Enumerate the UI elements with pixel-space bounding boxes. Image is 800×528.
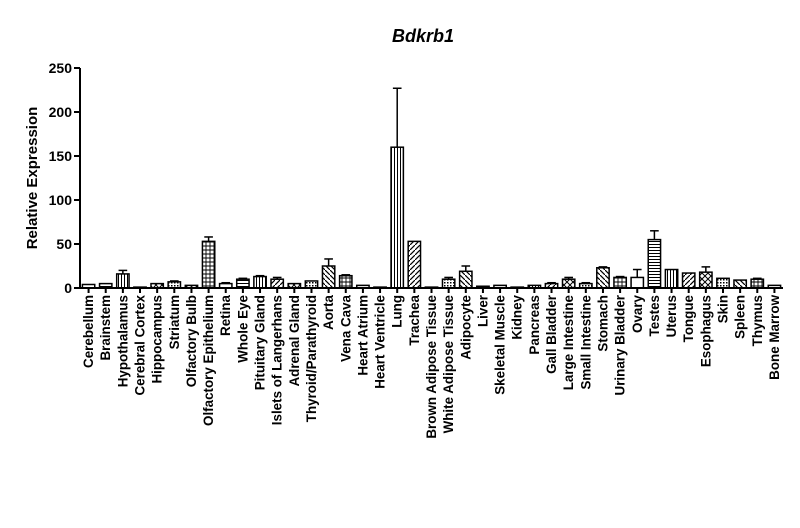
x-tick-label: Pituitary Gland bbox=[253, 295, 268, 390]
x-tick-label: Skeletal Muscle bbox=[493, 295, 508, 395]
x-tick-label: Adrenal Gland bbox=[287, 295, 302, 387]
bar bbox=[750, 278, 765, 289]
x-tick-label: Tongue bbox=[681, 295, 696, 342]
bars-group bbox=[81, 87, 782, 289]
bar bbox=[698, 271, 713, 289]
x-tick-label: Urinary Bladder bbox=[613, 294, 628, 395]
x-tick-label: Olfactory Epithelium bbox=[201, 295, 216, 426]
bar bbox=[304, 280, 319, 289]
x-tick-label: Esophagus bbox=[698, 295, 713, 367]
x-tick-label: White Adipose Tissue bbox=[441, 295, 456, 433]
x-tick-label: Retina bbox=[218, 294, 233, 335]
x-tick-label: Aorta bbox=[321, 294, 336, 330]
bar bbox=[613, 276, 628, 289]
x-tick-label: Kidney bbox=[510, 294, 525, 339]
x-tick-label: Brown Adipose Tissue bbox=[424, 295, 439, 439]
y-tick-label: 200 bbox=[49, 104, 73, 120]
x-tick-label: Large Intestine bbox=[561, 295, 576, 390]
x-tick-label: Bone Marrow bbox=[767, 294, 782, 379]
x-tick-label: Adipocyte bbox=[458, 295, 473, 360]
x-tick-label: Striatum bbox=[167, 295, 182, 349]
x-tick-label: Trachea bbox=[407, 294, 422, 345]
x-tick-label: Gall Bladder bbox=[544, 294, 559, 374]
x-tick-label: Hypothalamus bbox=[115, 295, 130, 387]
bar bbox=[647, 238, 662, 289]
x-tick-label: Small Intestine bbox=[578, 295, 593, 390]
x-tick-label: Thyroid/Parathyroid bbox=[304, 295, 319, 422]
x-tick-label: Pancreas bbox=[527, 295, 542, 355]
x-tick-label: Vena Cava bbox=[338, 294, 353, 362]
x-tick-label: Heart Ventricle bbox=[373, 295, 388, 389]
x-tick-label: Cerebral Cortex bbox=[133, 294, 148, 395]
bar bbox=[390, 146, 405, 289]
x-tick-label: Uterus bbox=[664, 295, 679, 337]
y-tick-label: 100 bbox=[49, 192, 73, 208]
x-tick-label: Lung bbox=[390, 295, 405, 328]
x-tick-label: Whole Eye bbox=[235, 295, 250, 363]
y-tick-label: 0 bbox=[64, 280, 72, 296]
bar bbox=[253, 275, 267, 289]
x-tick-label: Testes bbox=[647, 295, 662, 336]
x-tick-label: Heart Atrium bbox=[355, 295, 370, 376]
bar bbox=[561, 278, 576, 289]
bar bbox=[441, 278, 456, 289]
x-tick-label: Hippocampus bbox=[150, 295, 165, 384]
bar bbox=[733, 279, 748, 289]
x-tick-label: Islets of Langerhans bbox=[270, 295, 285, 425]
x-tick-label: Spleen bbox=[733, 295, 748, 339]
x-tick-label: Cerebellum bbox=[81, 295, 96, 368]
bar bbox=[458, 270, 473, 289]
y-tick-label: 50 bbox=[56, 236, 72, 252]
x-tick-label: Brainstem bbox=[98, 295, 113, 361]
bar bbox=[270, 278, 285, 289]
chart-title: Bdkrb1 bbox=[392, 26, 454, 46]
bar bbox=[321, 265, 336, 289]
x-tick-label: Liver bbox=[475, 294, 490, 327]
x-tick-label: Thymus bbox=[750, 295, 765, 346]
bar bbox=[115, 273, 130, 289]
bar bbox=[664, 268, 679, 289]
y-axis-label: Relative Expression bbox=[24, 107, 41, 250]
bar bbox=[201, 240, 216, 289]
bar bbox=[407, 240, 422, 289]
bar bbox=[338, 274, 353, 289]
x-tick-label: Skin bbox=[715, 295, 730, 323]
x-axis-ticks: Cerebellum Brainstem Hypothalamus Cerebral … bbox=[81, 288, 782, 439]
bar bbox=[235, 278, 250, 289]
bar bbox=[630, 276, 645, 289]
bar bbox=[681, 272, 696, 289]
y-tick-label: 150 bbox=[49, 148, 73, 164]
x-tick-label: Stomach bbox=[595, 295, 610, 352]
bar bbox=[596, 267, 610, 289]
x-tick-label: Olfactory Bulb bbox=[184, 295, 199, 387]
y-tick-label: 250 bbox=[49, 60, 73, 76]
y-axis-ticks: 0 50 100 150 200 250 bbox=[49, 60, 80, 296]
bar bbox=[716, 277, 730, 289]
x-tick-label: Ovary bbox=[630, 294, 645, 333]
